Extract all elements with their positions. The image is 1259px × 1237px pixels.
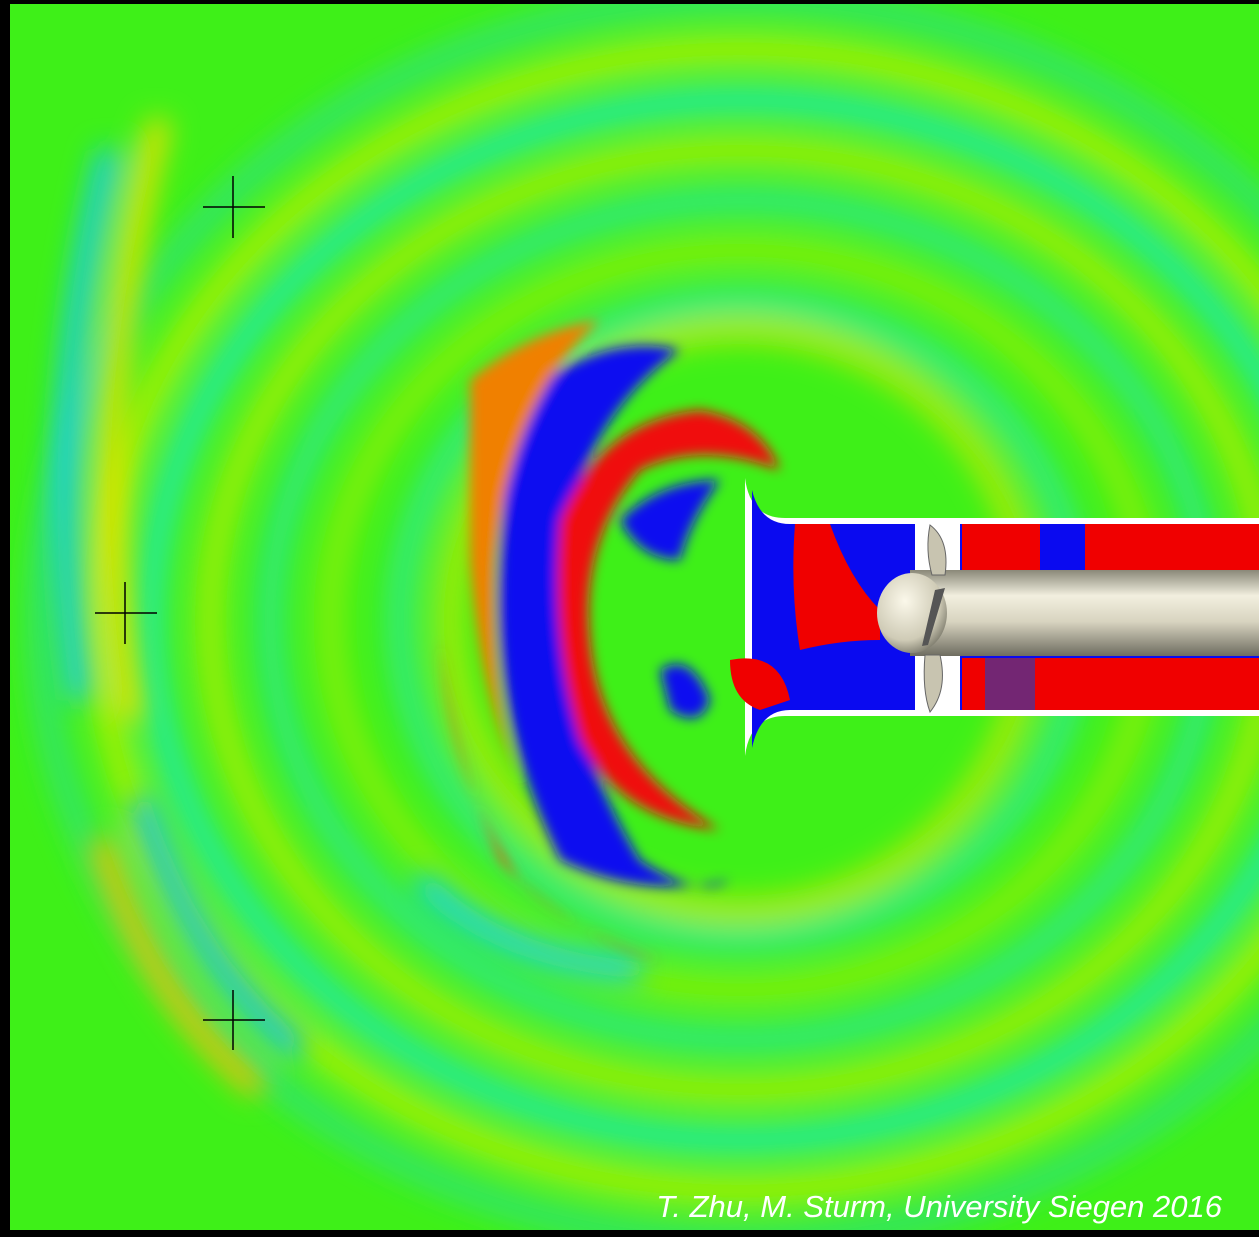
credit: T. Zhu, M. Sturm, University Siegen 2016 bbox=[656, 1189, 1222, 1224]
simulation-image: T. Zhu, M. Sturm, University Siegen 2016 bbox=[0, 0, 1259, 1237]
page: T. Zhu, M. Sturm, University Siegen 2016… bbox=[0, 0, 1259, 1237]
